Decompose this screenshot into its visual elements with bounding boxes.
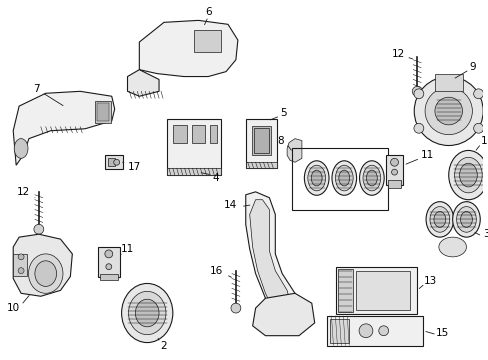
Text: 4: 4 (212, 173, 219, 183)
Polygon shape (139, 21, 237, 77)
Text: 7: 7 (34, 84, 40, 94)
Ellipse shape (14, 139, 28, 158)
Ellipse shape (335, 165, 352, 191)
Polygon shape (286, 139, 301, 162)
Ellipse shape (122, 283, 172, 343)
Ellipse shape (307, 165, 325, 191)
Ellipse shape (135, 299, 159, 327)
Polygon shape (13, 91, 115, 165)
Ellipse shape (362, 165, 380, 191)
Polygon shape (127, 69, 159, 96)
Text: 5: 5 (279, 108, 286, 118)
Ellipse shape (35, 261, 57, 287)
Circle shape (411, 86, 421, 96)
Circle shape (390, 158, 398, 166)
Polygon shape (249, 200, 291, 323)
Ellipse shape (359, 161, 384, 195)
Circle shape (424, 87, 471, 135)
Bar (98, 247, 120, 276)
Text: 12: 12 (391, 49, 404, 59)
Ellipse shape (438, 237, 466, 257)
Circle shape (413, 123, 423, 133)
Text: 16: 16 (209, 266, 223, 276)
Bar (387, 180, 401, 188)
Bar (245, 162, 277, 168)
Bar (100, 274, 118, 279)
Polygon shape (13, 234, 72, 296)
Text: 1: 1 (480, 136, 487, 145)
Bar (193, 30, 221, 52)
Polygon shape (245, 192, 301, 330)
Bar (329, 319, 348, 343)
Text: 9: 9 (468, 62, 475, 72)
Text: 11: 11 (420, 150, 433, 160)
Circle shape (378, 326, 388, 336)
Bar (104, 156, 122, 169)
Circle shape (230, 303, 240, 313)
Ellipse shape (366, 170, 377, 186)
Text: 3: 3 (482, 229, 488, 239)
Circle shape (18, 254, 24, 260)
Circle shape (114, 159, 120, 165)
Ellipse shape (425, 202, 453, 237)
Circle shape (391, 169, 397, 175)
Text: 11: 11 (121, 244, 134, 254)
Bar (253, 128, 269, 153)
Bar (434, 73, 462, 91)
Circle shape (413, 77, 482, 145)
Text: 13: 13 (423, 275, 436, 285)
Text: 6: 6 (204, 8, 211, 18)
Ellipse shape (448, 150, 487, 200)
Bar (95, 101, 111, 123)
Ellipse shape (454, 157, 481, 193)
Ellipse shape (128, 291, 165, 335)
Bar (172, 125, 186, 143)
Bar (355, 271, 409, 310)
Bar (245, 119, 277, 168)
Ellipse shape (331, 161, 356, 195)
Bar (97, 103, 108, 121)
Ellipse shape (338, 170, 349, 186)
Bar (336, 267, 416, 314)
Polygon shape (252, 293, 314, 336)
Bar (13, 254, 27, 275)
Circle shape (18, 268, 24, 274)
Text: 8: 8 (276, 136, 283, 145)
Text: 14: 14 (223, 200, 236, 210)
Ellipse shape (433, 212, 445, 227)
Text: 15: 15 (435, 328, 448, 338)
Text: 17: 17 (127, 162, 141, 172)
Bar (166, 119, 221, 175)
Ellipse shape (456, 207, 475, 232)
Bar (210, 125, 217, 143)
Ellipse shape (459, 163, 476, 187)
Bar (385, 156, 403, 185)
Circle shape (473, 123, 483, 133)
Text: 12: 12 (17, 187, 30, 197)
Circle shape (473, 89, 483, 99)
Circle shape (105, 264, 112, 270)
Text: 10: 10 (7, 303, 20, 313)
Ellipse shape (429, 207, 449, 232)
Ellipse shape (311, 170, 322, 186)
Ellipse shape (460, 212, 471, 227)
Bar (107, 158, 115, 166)
Ellipse shape (452, 202, 479, 237)
Ellipse shape (28, 254, 63, 293)
Bar (338, 269, 352, 312)
Circle shape (434, 97, 462, 125)
Circle shape (413, 89, 423, 99)
Bar (326, 316, 422, 346)
Bar (166, 168, 221, 175)
Circle shape (104, 250, 113, 258)
Circle shape (34, 224, 43, 234)
Bar (251, 126, 271, 156)
Text: 2: 2 (161, 341, 167, 351)
Circle shape (358, 324, 372, 338)
Ellipse shape (304, 161, 328, 195)
Bar (191, 125, 205, 143)
